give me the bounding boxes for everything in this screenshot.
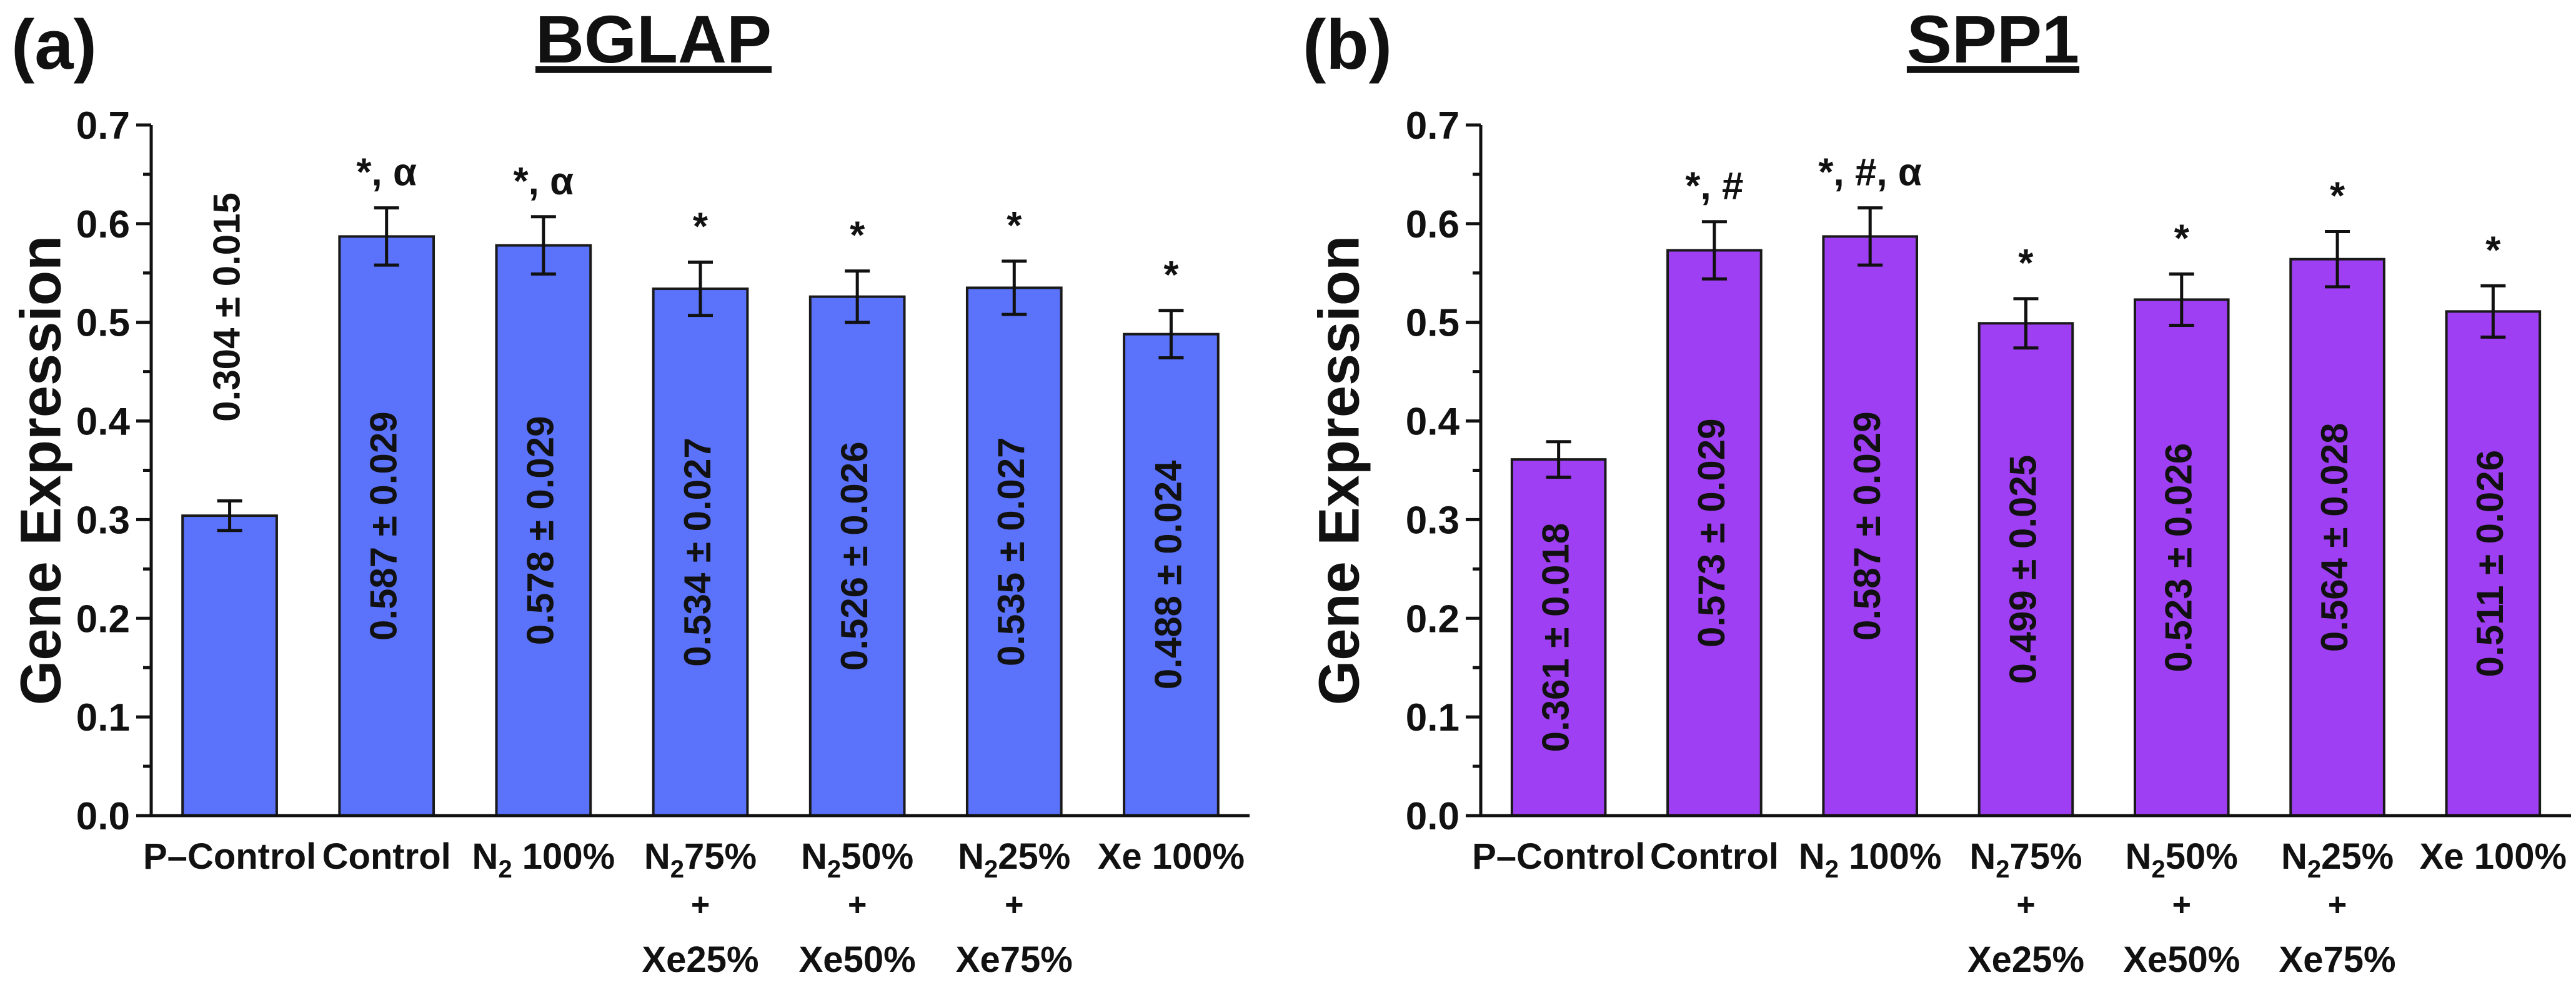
- data-label: 0.523 ± 0.026: [2158, 443, 2200, 672]
- chart-title: BGLAP: [535, 1, 772, 77]
- y-tick-label: 0.2: [76, 598, 130, 641]
- y-tick-label: 0.4: [76, 401, 131, 444]
- x-tick-label: N225%: [2281, 836, 2394, 883]
- significance-label: *: [2485, 229, 2501, 272]
- bar: [181, 514, 278, 817]
- y-tick-label: 0.0: [1406, 795, 1460, 838]
- bar: [1977, 322, 2074, 817]
- bar: [2134, 298, 2230, 817]
- data-label: 0.304 ± 0.015: [206, 192, 247, 422]
- y-tick-label: 0.6: [1406, 203, 1460, 246]
- chart-title: SPP1: [1907, 1, 2079, 77]
- data-label: 0.526 ± 0.026: [833, 442, 875, 671]
- data-label: 0.511 ± 0.026: [2469, 450, 2511, 677]
- y-axis-label: Gene Expression: [1307, 236, 1371, 706]
- bar: [1510, 458, 1607, 817]
- y-tick-label: 0.0: [76, 795, 130, 838]
- significance-label: *, α: [356, 151, 417, 194]
- data-label: 0.573 ± 0.029: [1691, 418, 1733, 648]
- data-label: 0.578 ± 0.029: [520, 416, 562, 646]
- data-label: 0.587 ± 0.029: [1846, 411, 1888, 641]
- x-tick-label: Xe 100%: [1098, 836, 1245, 877]
- x-tick-label-line3: Xe50%: [2123, 939, 2240, 980]
- y-tick-label: 0.7: [76, 104, 130, 148]
- panel-label: (b): [1303, 6, 1392, 84]
- x-tick-label: Control: [322, 836, 451, 877]
- significance-label: *, #: [1685, 165, 1743, 208]
- chart-panel-0: (a) BGLAP Gene Expression 0.0 0.1 0.2 0.3 0.4 0.…: [9, 1, 1250, 980]
- bar: [965, 286, 1063, 817]
- significance-label: *: [1163, 254, 1179, 297]
- x-tick-label-line2: +: [848, 887, 867, 923]
- x-tick-label-line2: +: [2172, 887, 2191, 923]
- y-tick-label: 0.3: [76, 499, 130, 542]
- x-tick-label-line3: Xe25%: [642, 939, 758, 980]
- x-tick-label: P–Control: [143, 836, 316, 877]
- significance-label: *, #, α: [1818, 151, 1922, 194]
- y-tick-label: 0.1: [76, 696, 130, 739]
- significance-label: *: [2330, 174, 2345, 218]
- data-label: 0.535 ± 0.027: [990, 437, 1032, 666]
- x-tick-label: N225%: [958, 836, 1070, 883]
- x-tick-label: Xe 100%: [2420, 836, 2567, 877]
- x-tick-label: N275%: [644, 836, 757, 883]
- significance-label: *: [2174, 217, 2190, 260]
- significance-label: *: [2018, 242, 2034, 285]
- x-tick-label-line3: Xe25%: [1967, 939, 2084, 980]
- x-tick-label: N275%: [1969, 836, 2082, 883]
- x-tick-label-line3: Xe75%: [956, 939, 1073, 980]
- x-tick-label: Control: [1650, 836, 1779, 877]
- data-label: 0.587 ± 0.029: [363, 411, 405, 641]
- data-label: 0.361 ± 0.018: [1534, 523, 1576, 752]
- bar: [808, 295, 906, 817]
- panel-label: (a): [11, 6, 97, 84]
- significance-label: *: [850, 214, 865, 258]
- data-label: 0.534 ± 0.027: [677, 438, 719, 667]
- data-label: 0.564 ± 0.028: [2314, 423, 2355, 652]
- data-label: 0.488 ± 0.024: [1147, 460, 1189, 689]
- x-tick-label: N2 100%: [472, 836, 615, 883]
- y-tick-label: 0.5: [76, 302, 130, 345]
- bar: [2445, 310, 2542, 818]
- significance-label: *, α: [514, 160, 574, 203]
- data-label: 0.499 ± 0.025: [2002, 455, 2044, 684]
- x-tick-label: N250%: [801, 836, 913, 883]
- x-tick-label-line3: Xe50%: [799, 939, 916, 980]
- bar: [1666, 249, 1763, 817]
- x-tick-label: P–Control: [1472, 836, 1645, 877]
- x-tick-label-line2: +: [1005, 887, 1023, 923]
- significance-label: *: [1007, 204, 1022, 248]
- bar: [495, 244, 592, 818]
- y-tick-label: 0.5: [1406, 302, 1460, 345]
- x-tick-label-line2: +: [691, 887, 710, 923]
- significance-label: *: [693, 205, 709, 248]
- y-tick-label: 0.2: [1406, 598, 1460, 641]
- x-tick-label: N250%: [2126, 836, 2238, 883]
- x-tick-label-line2: +: [2328, 887, 2347, 923]
- chart-panel-1: (b) SPP1 Gene Expression 0.0 0.1 0.2 0.3 0.4 0.5…: [1303, 1, 2571, 980]
- bar: [1123, 332, 1220, 817]
- bar: [1822, 235, 1918, 817]
- x-tick-label-line2: +: [2016, 887, 2035, 923]
- x-tick-label: N2 100%: [1799, 836, 1942, 883]
- y-tick-label: 0.4: [1406, 401, 1460, 444]
- y-tick-label: 0.7: [1406, 104, 1460, 148]
- y-axis-label: Gene Expression: [9, 236, 72, 706]
- y-tick-label: 0.1: [1406, 696, 1460, 739]
- y-tick-label: 0.6: [76, 203, 130, 246]
- x-tick-label-line3: Xe75%: [2279, 939, 2396, 980]
- y-tick-label: 0.3: [1406, 499, 1460, 542]
